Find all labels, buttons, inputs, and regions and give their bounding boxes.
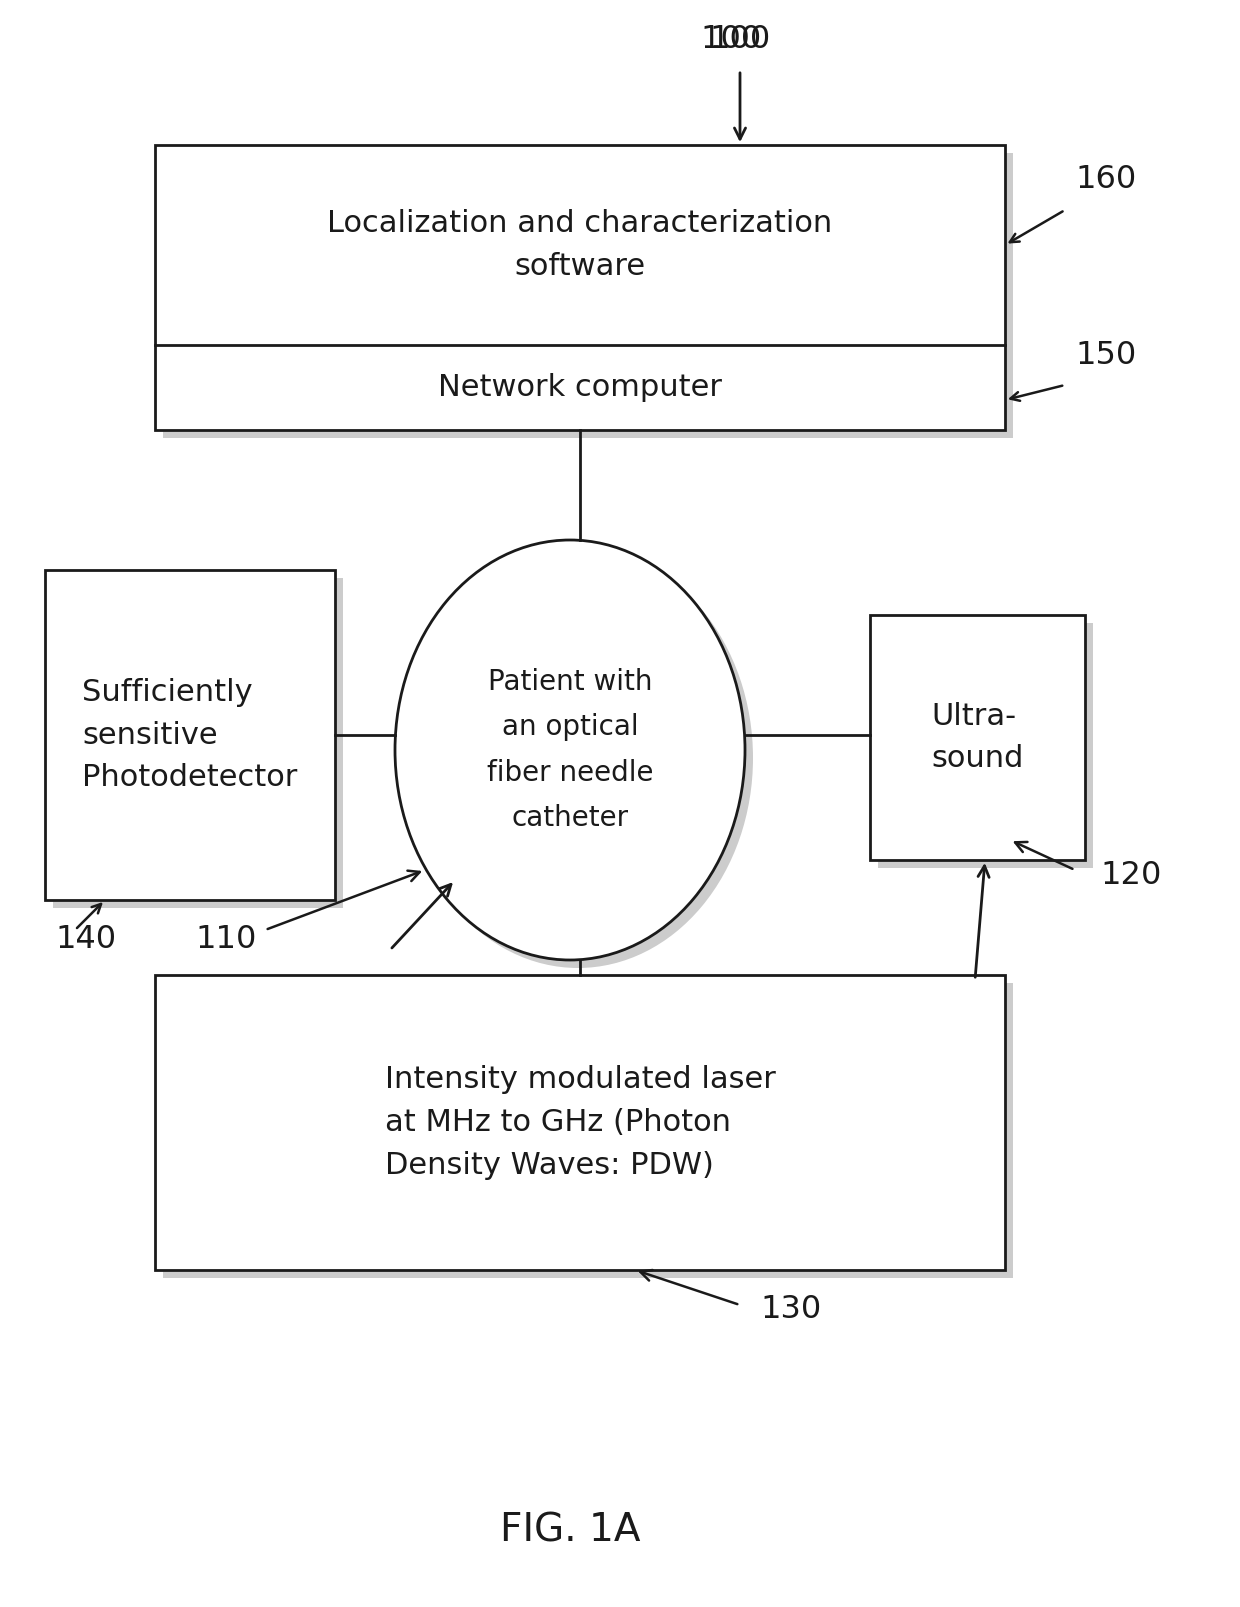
Text: 110: 110 [195, 924, 257, 956]
Text: 120: 120 [1100, 860, 1162, 890]
FancyBboxPatch shape [878, 624, 1092, 868]
Text: 100: 100 [709, 24, 770, 56]
FancyBboxPatch shape [53, 579, 343, 908]
Text: Network computer: Network computer [438, 373, 722, 402]
Ellipse shape [396, 540, 745, 959]
Text: 100: 100 [701, 24, 761, 56]
FancyBboxPatch shape [155, 975, 1004, 1270]
Text: FIG. 1A: FIG. 1A [500, 1511, 640, 1549]
Text: Intensity modulated laser
at MHz to GHz (Photon
Density Waves: PDW): Intensity modulated laser at MHz to GHz … [384, 1065, 775, 1180]
Text: Patient with
an optical
fiber needle
catheter: Patient with an optical fiber needle cat… [487, 667, 653, 832]
FancyBboxPatch shape [162, 153, 1013, 439]
FancyBboxPatch shape [162, 983, 1013, 1278]
Text: 140: 140 [55, 924, 117, 956]
FancyBboxPatch shape [45, 570, 335, 900]
Text: Localization and characterization
software: Localization and characterization softwa… [327, 209, 832, 281]
FancyBboxPatch shape [870, 615, 1085, 860]
Ellipse shape [403, 548, 753, 967]
Text: Sufficiently
sensitive
Photodetector: Sufficiently sensitive Photodetector [82, 678, 298, 792]
FancyBboxPatch shape [155, 145, 1004, 431]
Text: 130: 130 [760, 1295, 821, 1326]
Text: 160: 160 [1075, 164, 1136, 196]
Text: 150: 150 [1075, 339, 1136, 371]
Text: Ultra-
sound: Ultra- sound [931, 702, 1024, 773]
